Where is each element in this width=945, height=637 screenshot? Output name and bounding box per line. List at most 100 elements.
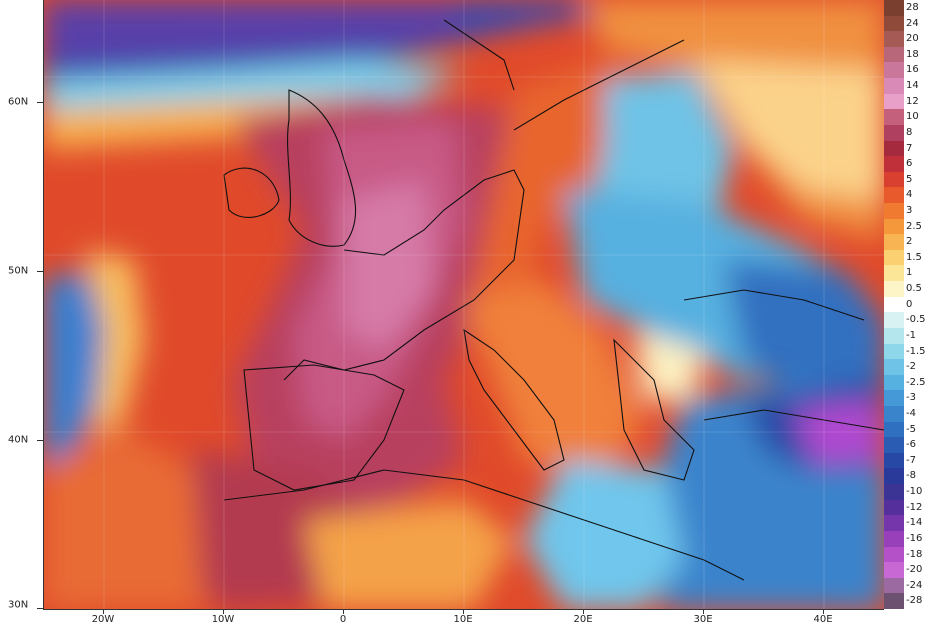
legend-swatch: [884, 452, 904, 469]
legend-swatch: [884, 187, 904, 203]
lon-tick: [343, 609, 344, 614]
legend-label: 24: [906, 17, 919, 29]
legend-label: 3: [906, 205, 913, 216]
legend-label: -10: [906, 486, 923, 498]
legend-swatch: [884, 437, 904, 453]
lat-label-30n: 30N: [8, 599, 29, 611]
legend-label: 6: [906, 158, 913, 170]
legend-label: 4: [906, 189, 913, 201]
legend-swatch: [884, 593, 904, 609]
legend-label: -18: [906, 548, 923, 560]
balkans-outline: [613, 338, 695, 481]
legend-swatch: [884, 515, 904, 531]
legend-swatch: [884, 249, 904, 266]
legend-entry: 3: [884, 203, 945, 219]
legend-entry: -5: [884, 421, 945, 438]
ireland-outline: [223, 167, 280, 218]
legend-label: 14: [906, 80, 919, 92]
legend-swatch: [884, 171, 904, 188]
legend-entry: -28: [884, 593, 945, 609]
legend-entry: 12: [884, 93, 945, 110]
legend-entry: 16: [884, 62, 945, 79]
legend-swatch: [884, 374, 904, 391]
legend-entry: -3: [884, 390, 945, 406]
legend-swatch: [884, 546, 904, 563]
legend-label: -2: [906, 361, 916, 373]
legend-entry: -14: [884, 515, 945, 531]
legend-entry: -6: [884, 437, 945, 453]
legend-label: 18: [906, 48, 919, 60]
color-legend: 28 24 20 18 16 14 12 10 8 7 6 5 4 3 2.5 2 1.5 1 0.5 0 -0.5 -1…: [884, 0, 945, 609]
legend-swatch: [884, 296, 904, 313]
legend-label: 0.5: [906, 283, 922, 295]
lat-label-60n: 60N: [8, 96, 29, 107]
legend-swatch: [884, 265, 904, 282]
legend-swatch: [884, 156, 904, 172]
lon-tick: [583, 609, 584, 614]
norway-coast: [443, 19, 515, 91]
legend-label: 12: [906, 95, 919, 107]
lat-tick: [37, 101, 43, 103]
map-canvas: [44, 0, 884, 609]
legend-entry: -1.5: [884, 343, 945, 360]
lon-label-20w: 20W: [91, 614, 115, 625]
legend-entry: 14: [884, 78, 945, 94]
legend-label: -2.5: [906, 376, 926, 388]
legend-swatch: [884, 499, 904, 516]
legend-entry: 5: [884, 171, 945, 188]
legend-entry: 2: [884, 234, 945, 250]
legend-label: 8: [906, 126, 913, 138]
legend-swatch: [884, 109, 904, 125]
legend-entry: -1: [884, 327, 945, 344]
legend-entry: -4: [884, 406, 945, 422]
legend-label: -6: [906, 439, 916, 451]
legend-swatch: [884, 421, 904, 438]
lon-tick: [463, 609, 464, 614]
lon-label-10w: 10W: [211, 614, 235, 625]
legend-label: -7: [906, 454, 916, 466]
legend-entry: -12: [884, 499, 945, 516]
legend-swatch: [884, 484, 904, 500]
legend-swatch: [884, 0, 904, 16]
legend-entry: 4: [884, 187, 945, 203]
legend-entry: -2.5: [884, 374, 945, 391]
legend-entry: 18: [884, 46, 945, 63]
legend-swatch: [884, 46, 904, 63]
legend-swatch: [884, 343, 904, 360]
lat-label-40n: 40N: [8, 434, 29, 446]
iberia-outline: [243, 364, 405, 491]
legend-swatch: [884, 406, 904, 422]
scandinavia-coast: [513, 39, 685, 131]
temperature-anomaly-map: [43, 0, 884, 610]
legend-entry: 10: [884, 109, 945, 125]
legend-label: -24: [906, 579, 923, 591]
legend-swatch: [884, 218, 904, 235]
black-sea-north-coast: [683, 289, 865, 321]
legend-entry: 7: [884, 140, 945, 157]
legend-label: 2: [906, 236, 913, 248]
legend-label: 10: [906, 111, 919, 123]
legend-label: 1: [906, 267, 913, 279]
great-britain-outline: [287, 89, 357, 247]
legend-swatch: [884, 281, 904, 297]
legend-entry: 0.5: [884, 281, 945, 297]
legend-entry: -24: [884, 577, 945, 594]
legend-entry: -0.5: [884, 312, 945, 328]
italy-outline: [463, 328, 565, 471]
north-africa-coast: [223, 469, 745, 581]
legend-entry: -2: [884, 359, 945, 375]
legend-label: -0.5: [906, 314, 926, 326]
legend-label: 28: [906, 2, 919, 13]
legend-entry: -8: [884, 468, 945, 485]
continental-coast: [283, 169, 525, 381]
legend-entry: -7: [884, 452, 945, 469]
legend-label: -20: [906, 564, 923, 576]
legend-label: -12: [906, 501, 923, 513]
legend-label: -1.5: [906, 345, 926, 357]
legend-label: -8: [906, 470, 916, 482]
lon-label-0: 0: [339, 614, 347, 625]
lon-tick: [823, 609, 824, 614]
lat-tick: [37, 270, 43, 272]
legend-entry: 6: [884, 156, 945, 172]
lat-tick: [37, 608, 43, 609]
